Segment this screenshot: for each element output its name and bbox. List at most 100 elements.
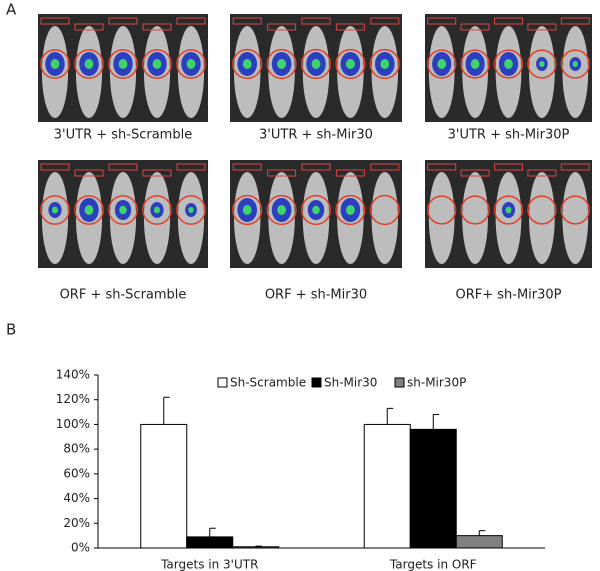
legend-swatch bbox=[394, 377, 405, 388]
roi-label bbox=[335, 169, 365, 177]
roi bbox=[266, 194, 297, 226]
y-tick-label: 140% bbox=[56, 368, 90, 382]
roi-label bbox=[232, 17, 262, 25]
roi bbox=[40, 49, 70, 79]
roi-label bbox=[40, 163, 70, 171]
signal-core bbox=[242, 59, 252, 69]
roi bbox=[460, 49, 490, 79]
roi bbox=[460, 195, 490, 225]
roi-label bbox=[427, 163, 457, 171]
signal-core bbox=[277, 59, 287, 69]
signal-core bbox=[188, 207, 194, 213]
roi bbox=[108, 49, 138, 79]
image-caption: 3'UTR + sh-Scramble bbox=[54, 128, 192, 143]
signal-core bbox=[311, 59, 321, 69]
x-tick-label: Targets in ORF bbox=[389, 558, 477, 571]
mouse bbox=[562, 172, 589, 264]
roi bbox=[493, 49, 524, 79]
roi-label bbox=[460, 169, 490, 177]
roi-label bbox=[527, 169, 557, 177]
bar bbox=[455, 535, 503, 549]
roi bbox=[108, 195, 138, 225]
roi bbox=[527, 195, 557, 225]
signal-core bbox=[152, 59, 162, 69]
roi bbox=[266, 48, 297, 80]
x-tick-label: Targets in 3'UTR bbox=[160, 558, 258, 571]
roi bbox=[427, 195, 457, 225]
roi-label bbox=[176, 17, 206, 25]
bar bbox=[232, 546, 280, 549]
roi-label bbox=[108, 17, 138, 25]
panel-label: B bbox=[6, 321, 16, 339]
signal-core bbox=[312, 205, 320, 215]
roi-label bbox=[142, 169, 172, 177]
roi-label bbox=[494, 17, 523, 25]
roi-label bbox=[108, 163, 138, 171]
roi-label bbox=[301, 163, 331, 171]
image-caption: 3'UTR + sh-Mir30P bbox=[448, 128, 570, 143]
roi-label bbox=[301, 17, 331, 25]
roi-label bbox=[232, 163, 262, 171]
roi bbox=[300, 194, 332, 226]
y-tick-label: 0% bbox=[71, 541, 90, 555]
signal-core bbox=[118, 59, 128, 69]
roi-label bbox=[460, 23, 490, 31]
legend-label: Sh-Scramble bbox=[230, 376, 306, 390]
bar bbox=[140, 423, 188, 549]
roi-label bbox=[370, 163, 400, 171]
signal-core bbox=[345, 59, 355, 69]
signal-core bbox=[50, 59, 60, 69]
mouse bbox=[177, 172, 205, 264]
roi-label bbox=[176, 163, 206, 171]
signal-core bbox=[153, 206, 161, 214]
roi bbox=[427, 49, 457, 79]
y-tick-label: 60% bbox=[63, 466, 90, 480]
roi-label bbox=[335, 23, 365, 31]
panel-label: A bbox=[6, 1, 17, 19]
signal-core bbox=[119, 205, 127, 215]
signal-core bbox=[437, 59, 447, 69]
roi-label bbox=[494, 163, 523, 171]
y-tick-label: 40% bbox=[63, 491, 90, 505]
roi bbox=[176, 195, 206, 225]
mouse bbox=[371, 172, 399, 264]
roi-label bbox=[267, 23, 297, 31]
roi bbox=[369, 48, 400, 80]
signal-core bbox=[345, 205, 355, 215]
signal-core bbox=[539, 61, 545, 67]
legend-swatch bbox=[311, 377, 322, 388]
signal-core bbox=[572, 61, 578, 67]
image-caption: ORF + sh-Mir30 bbox=[265, 288, 367, 303]
roi-label bbox=[527, 23, 557, 31]
signal-core bbox=[470, 59, 480, 69]
mouse bbox=[462, 172, 488, 264]
signal-core bbox=[504, 59, 513, 69]
bar bbox=[186, 536, 234, 549]
signal-core bbox=[84, 59, 94, 69]
signal-core bbox=[242, 205, 252, 215]
roi-label bbox=[427, 17, 457, 25]
y-tick-label: 80% bbox=[63, 442, 90, 456]
image-caption: ORF + sh-Scramble bbox=[60, 288, 187, 303]
roi bbox=[142, 49, 172, 79]
roi bbox=[527, 49, 557, 79]
roi-label bbox=[74, 169, 104, 177]
signal-core bbox=[277, 205, 287, 215]
roi bbox=[74, 49, 104, 79]
roi-label bbox=[267, 169, 297, 177]
legend-swatch bbox=[217, 377, 228, 388]
legend-label: Sh-Mir30 bbox=[324, 376, 377, 390]
signal-core bbox=[84, 205, 94, 215]
roi bbox=[40, 195, 70, 225]
image-caption: ORF+ sh-Mir30P bbox=[455, 288, 561, 303]
signal-core bbox=[186, 59, 196, 69]
legend-label: sh-Mir30P bbox=[407, 376, 466, 390]
roi-label bbox=[560, 17, 590, 25]
y-tick-label: 100% bbox=[56, 417, 90, 431]
mouse bbox=[428, 172, 455, 264]
roi bbox=[142, 195, 172, 225]
roi bbox=[232, 48, 263, 80]
y-tick-label: 20% bbox=[63, 516, 90, 530]
